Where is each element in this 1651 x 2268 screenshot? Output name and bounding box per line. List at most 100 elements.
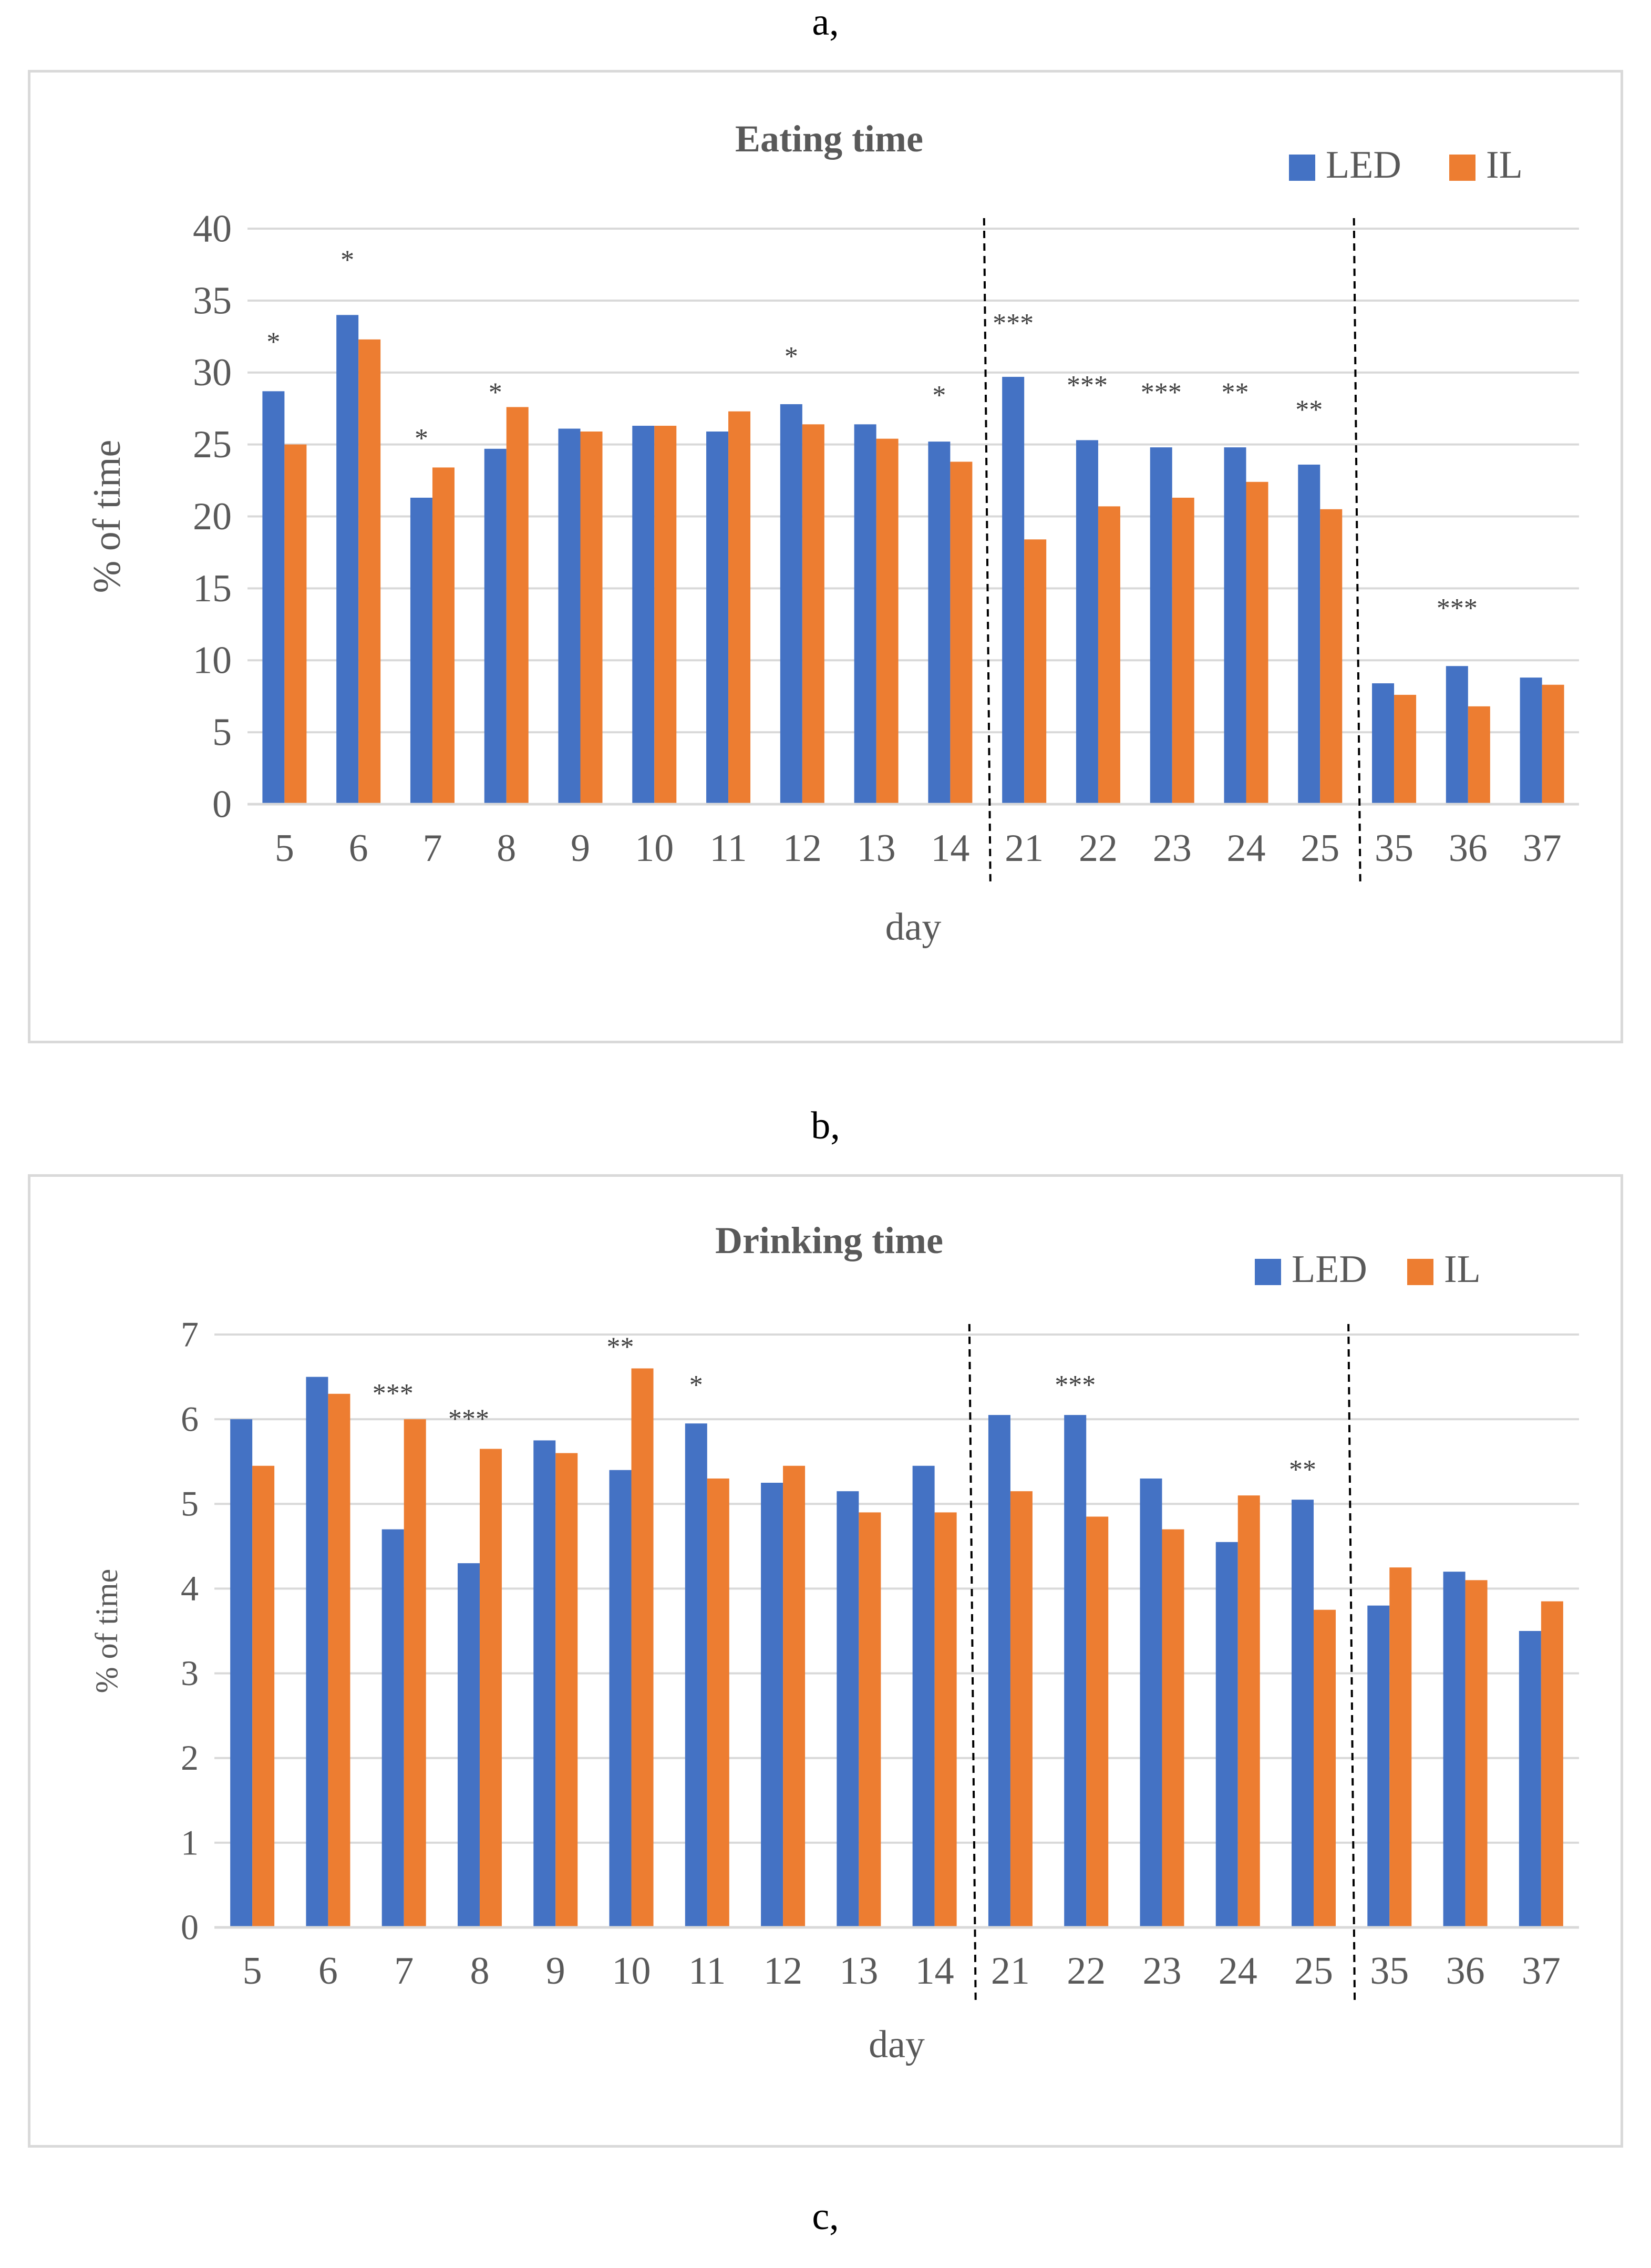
x-tick-label: 9 [546, 1949, 565, 1993]
y-tick-label: 5 [212, 711, 232, 754]
y-tick-label: 2 [181, 1738, 199, 1778]
y-tick-label: 0 [212, 783, 232, 826]
bar-il-day-35 [1394, 694, 1417, 804]
bar-il-day-9 [580, 431, 603, 804]
y-tick-label: 1 [181, 1822, 199, 1862]
significance-marker: ** [607, 1332, 634, 1362]
y-tick-label: 20 [193, 495, 232, 538]
x-tick-label: 12 [783, 827, 822, 870]
bar-il-day-6 [358, 339, 381, 804]
x-tick-label: 35 [1370, 1949, 1409, 1993]
bar-il-day-13 [876, 438, 899, 804]
significance-marker: * [932, 381, 946, 411]
bar-led-day-23 [1140, 1478, 1162, 1927]
bar-led-day-25 [1292, 1500, 1314, 1927]
y-tick-label: 30 [193, 351, 232, 394]
bar-il-day-14 [934, 1512, 957, 1927]
y-tick-label: 40 [193, 207, 232, 250]
bar-led-day-21 [988, 1415, 1010, 1927]
significance-marker: * [785, 342, 798, 372]
x-tick-label: 5 [275, 827, 294, 870]
bar-led-day-9 [533, 1440, 556, 1927]
bar-il-day-22 [1098, 506, 1120, 804]
legend-swatch-il [1407, 1259, 1433, 1285]
eating-time-chart-frame: 0 5 10 15 20 25 30 35 40 Eating time% of time day L… [28, 70, 1623, 1043]
bar-led-day-8 [484, 448, 507, 804]
bar-il-day-23 [1172, 497, 1194, 804]
x-tick-label: 11 [709, 827, 747, 870]
bar-led-day-37 [1519, 1631, 1541, 1927]
x-tick-label: 12 [763, 1949, 802, 1993]
bar-led-day-14 [928, 442, 951, 804]
significance-marker: *** [373, 1379, 414, 1409]
bar-il-day-37 [1542, 684, 1564, 804]
y-tick-label: 4 [181, 1568, 199, 1608]
bar-il-day-25 [1314, 1609, 1336, 1927]
bar-led-day-23 [1150, 447, 1172, 804]
bar-il-day-12 [783, 1465, 806, 1927]
bar-led-day-35 [1367, 1605, 1390, 1927]
bar-led-day-14 [912, 1465, 935, 1927]
bar-il-day-8 [479, 1449, 502, 1927]
period-divider [1347, 1323, 1356, 2005]
x-tick-label: 10 [612, 1949, 651, 1993]
bar-led-day-13 [837, 1491, 859, 1927]
y-tick-label: 0 [181, 1907, 199, 1947]
panel-label-a: a, [812, 1, 839, 44]
y-tick-label: 6 [181, 1399, 199, 1439]
significance-marker: * [689, 1370, 703, 1400]
x-tick-label: 21 [991, 1949, 1030, 1993]
x-tick-label: 6 [318, 1949, 338, 1993]
x-tick-label: 25 [1301, 827, 1339, 870]
bar-led-day-8 [457, 1563, 480, 1927]
bar-il-day-10 [631, 1368, 654, 1927]
bar-il-day-37 [1541, 1601, 1563, 1927]
x-tick-label: 35 [1375, 827, 1413, 870]
significance-marker: * [266, 327, 280, 357]
chart-title: Drinking time [715, 1219, 943, 1261]
bar-il-day-13 [859, 1512, 881, 1927]
x-tick-label: 13 [857, 827, 896, 870]
bar-led-day-35 [1372, 683, 1395, 804]
x-tick-label: 14 [915, 1949, 954, 1993]
bar-il-day-21 [1024, 539, 1047, 804]
y-tick-label: 25 [193, 423, 232, 466]
legend-swatch-led [1255, 1259, 1281, 1285]
bar-il-day-12 [802, 424, 824, 804]
bar-il-day-21 [1010, 1491, 1033, 1927]
legend-swatch-il [1449, 155, 1475, 181]
x-tick-label: 14 [931, 827, 969, 870]
chart-title: Eating time [735, 118, 923, 160]
x-tick-label: 24 [1227, 827, 1266, 870]
bar-il-day-35 [1389, 1567, 1412, 1927]
bar-il-day-14 [950, 461, 973, 804]
significance-marker: *** [1067, 371, 1108, 401]
bar-led-day-13 [854, 424, 876, 804]
bar-il-day-36 [1468, 706, 1490, 804]
significance-marker: ** [1295, 395, 1323, 425]
bar-led-day-6 [306, 1377, 328, 1927]
bar-led-day-22 [1076, 440, 1098, 804]
bar-il-day-7 [404, 1419, 426, 1927]
significance-marker: * [340, 245, 354, 275]
bar-led-day-9 [558, 428, 581, 804]
bar-il-day-6 [328, 1393, 350, 1927]
x-tick-label: 23 [1153, 827, 1192, 870]
x-tick-label: 36 [1446, 1949, 1485, 1993]
bar-il-day-23 [1162, 1529, 1184, 1927]
bar-il-day-5 [284, 444, 307, 804]
significance-marker: ** [1289, 1455, 1316, 1485]
bar-il-day-5 [252, 1465, 275, 1927]
bar-led-day-5 [230, 1419, 253, 1927]
bar-il-day-10 [654, 426, 677, 804]
significance-marker: *** [448, 1404, 489, 1434]
significance-marker: *** [1141, 378, 1182, 408]
bar-il-day-8 [506, 407, 529, 804]
significance-marker: *** [1437, 593, 1478, 623]
x-tick-label: 5 [243, 1949, 262, 1993]
bar-il-day-7 [432, 467, 455, 804]
x-tick-label: 8 [470, 1949, 489, 1993]
x-tick-label: 22 [1067, 1949, 1106, 1993]
x-axis-label: day [885, 906, 942, 949]
x-tick-label: 25 [1294, 1949, 1333, 1993]
